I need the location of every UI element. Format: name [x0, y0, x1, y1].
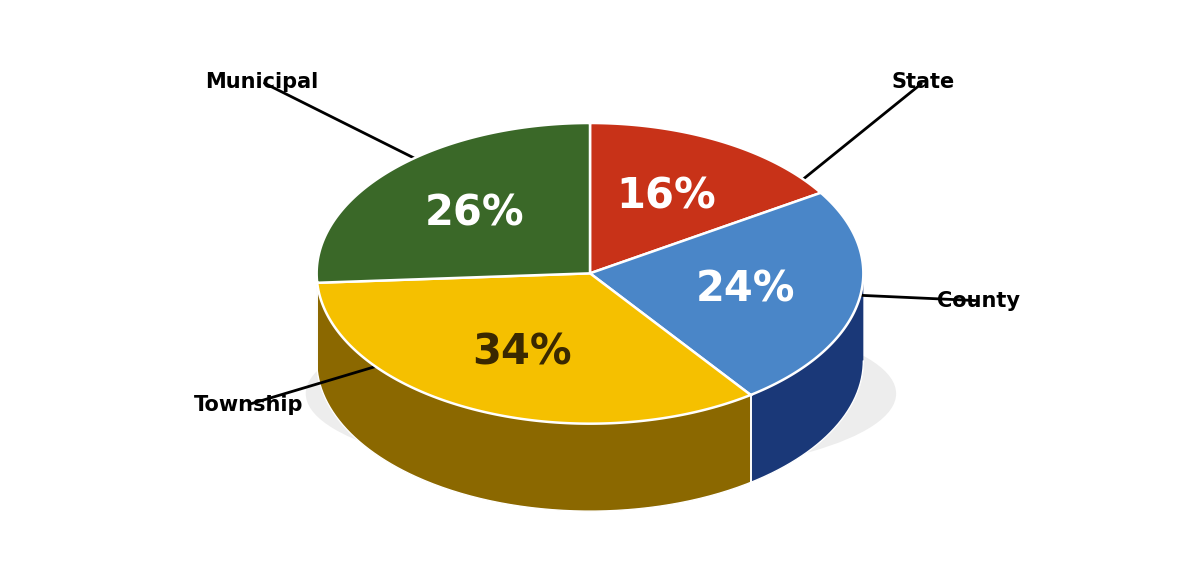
Text: County: County — [937, 290, 1020, 311]
Polygon shape — [316, 123, 590, 283]
Polygon shape — [590, 123, 821, 273]
Text: Township: Township — [194, 394, 303, 414]
Polygon shape — [750, 274, 864, 482]
Polygon shape — [590, 193, 864, 395]
Text: State: State — [892, 72, 955, 92]
Polygon shape — [317, 273, 750, 424]
Polygon shape — [317, 283, 750, 511]
Text: 26%: 26% — [425, 193, 524, 235]
Ellipse shape — [306, 311, 896, 476]
Text: 34%: 34% — [473, 331, 572, 373]
Text: 16%: 16% — [616, 176, 716, 218]
Text: 24%: 24% — [696, 269, 795, 311]
Text: Municipal: Municipal — [205, 72, 319, 92]
